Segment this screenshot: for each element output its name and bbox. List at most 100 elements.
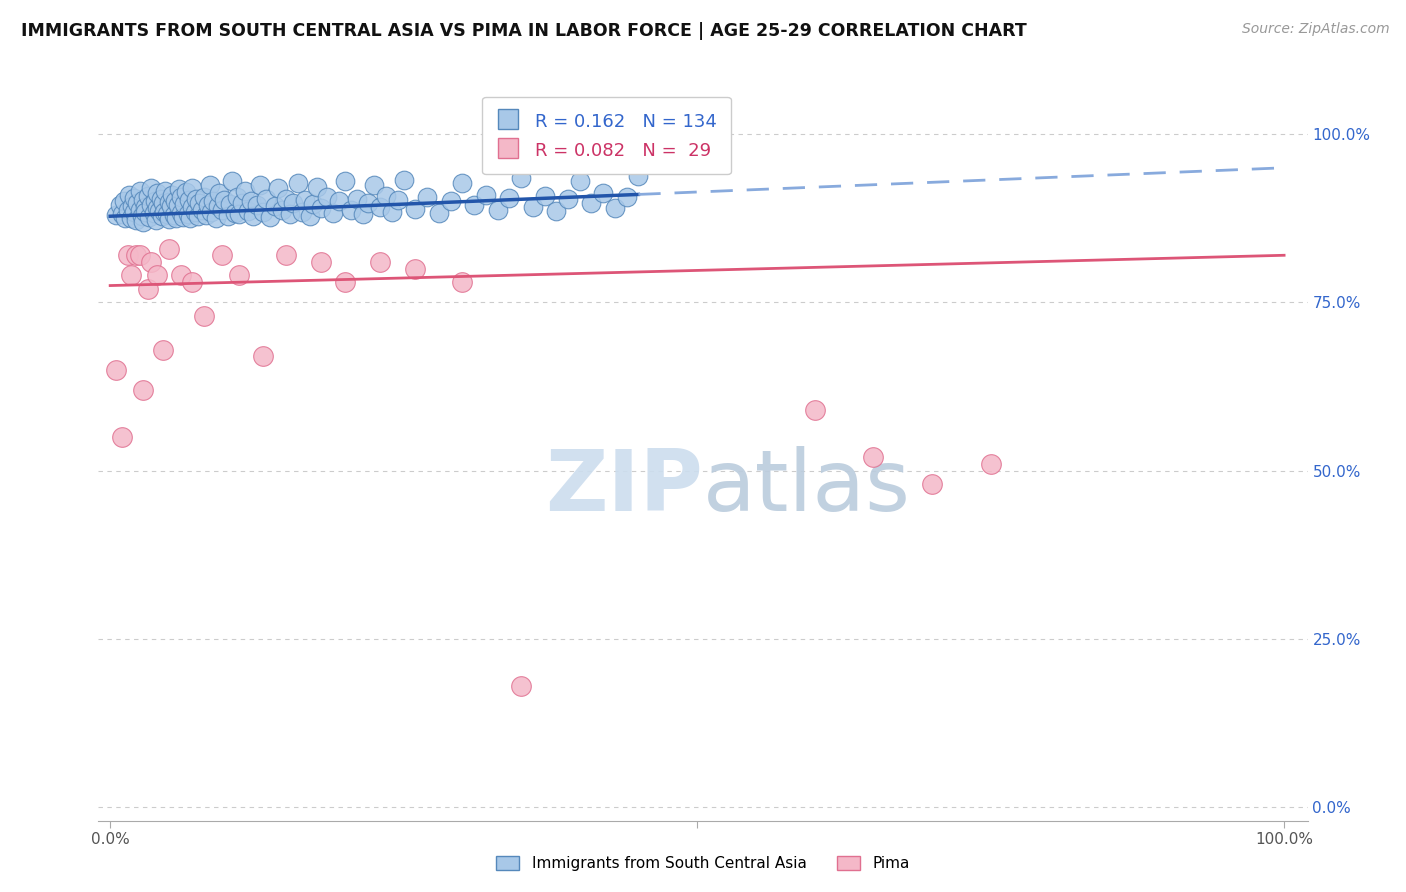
Point (120, 211, 142, 225)
Point (117, 248, 139, 262)
Point (132, 214, 155, 228)
Point (118, 187, 141, 202)
Point (287, 176, 309, 190)
Point (155, 184, 177, 198)
Point (427, 206, 450, 220)
Point (162, 208, 184, 222)
Point (145, 212, 167, 227)
Point (176, 185, 198, 199)
Point (328, 194, 350, 209)
Point (136, 189, 159, 203)
Point (333, 174, 356, 188)
Point (132, 383, 155, 397)
Point (193, 309, 215, 323)
Point (190, 202, 212, 217)
Point (627, 169, 650, 183)
Point (127, 195, 149, 210)
Point (294, 193, 316, 207)
Point (131, 209, 153, 223)
Point (111, 430, 134, 444)
Point (150, 209, 173, 223)
Point (105, 208, 128, 222)
Point (111, 206, 134, 220)
Point (404, 261, 426, 276)
Text: atlas: atlas (703, 446, 911, 529)
Point (322, 206, 344, 220)
Point (616, 190, 638, 204)
Point (475, 187, 498, 202)
Point (172, 210, 194, 224)
Point (217, 209, 239, 223)
Point (252, 349, 274, 363)
Point (381, 204, 404, 219)
Point (177, 193, 200, 207)
Point (195, 208, 218, 222)
Point (228, 268, 250, 283)
Point (146, 186, 169, 201)
Point (510, 679, 533, 693)
Point (592, 186, 614, 201)
Point (184, 192, 207, 206)
Point (207, 199, 229, 213)
Point (179, 211, 201, 226)
Point (263, 199, 285, 213)
Point (169, 190, 191, 204)
Point (121, 199, 143, 213)
Point (451, 275, 474, 289)
Point (197, 198, 219, 212)
Point (120, 268, 142, 283)
Point (290, 204, 312, 219)
Point (387, 193, 409, 207)
Point (165, 211, 187, 225)
Point (157, 211, 180, 226)
Point (340, 203, 363, 218)
Point (316, 190, 339, 204)
Point (302, 197, 325, 211)
Text: Source: ZipAtlas.com: Source: ZipAtlas.com (1241, 22, 1389, 37)
Point (242, 209, 264, 223)
Point (187, 209, 209, 223)
Point (219, 197, 242, 211)
Point (212, 193, 235, 207)
Point (163, 194, 186, 208)
Point (498, 191, 520, 205)
Point (132, 193, 155, 207)
Text: IMMIGRANTS FROM SOUTH CENTRAL ASIA VS PIMA IN LABOR FORCE | AGE 25-29 CORRELATIO: IMMIGRANTS FROM SOUTH CENTRAL ASIA VS PI… (21, 22, 1026, 40)
Point (105, 362, 128, 376)
Point (152, 343, 174, 357)
Point (333, 275, 356, 289)
Point (153, 204, 176, 219)
Point (363, 178, 385, 192)
Point (183, 204, 205, 219)
Point (259, 210, 281, 224)
Point (236, 203, 259, 218)
Point (533, 189, 555, 203)
Legend: Immigrants from South Central Asia, Pima: Immigrants from South Central Asia, Pima (491, 850, 915, 877)
Point (141, 181, 163, 195)
Point (231, 195, 253, 210)
Point (267, 181, 290, 195)
Point (862, 450, 884, 465)
Point (125, 248, 148, 262)
Point (155, 207, 177, 221)
Point (546, 203, 568, 218)
Point (134, 205, 156, 219)
Point (451, 176, 474, 190)
Point (142, 206, 165, 220)
Point (416, 190, 439, 204)
Point (114, 211, 136, 226)
Point (224, 206, 246, 220)
Point (112, 194, 135, 209)
Point (117, 202, 139, 217)
Point (221, 174, 243, 188)
Point (202, 194, 225, 209)
Point (167, 198, 190, 212)
Point (198, 178, 221, 192)
Point (160, 199, 183, 213)
Point (352, 207, 374, 221)
Point (298, 209, 321, 223)
Point (510, 170, 533, 185)
Point (305, 179, 328, 194)
Point (246, 198, 269, 212)
Point (368, 255, 391, 269)
